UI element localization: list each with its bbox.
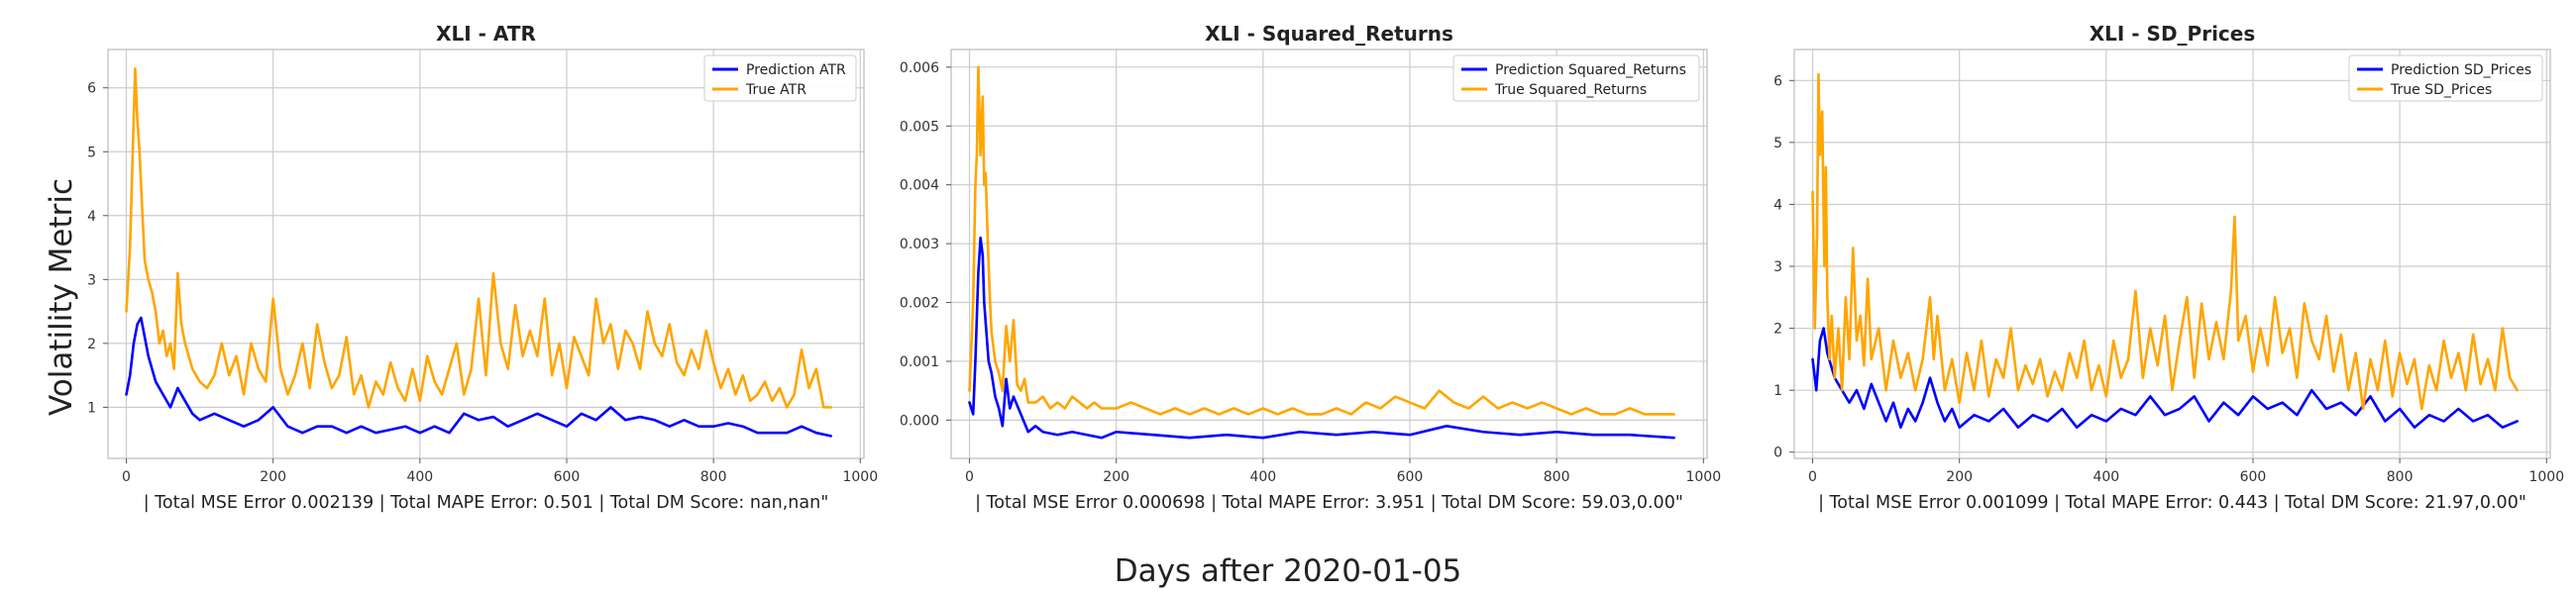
series-atr <box>125 67 832 438</box>
y-tick-label-sd-prices: 5 <box>1773 136 1782 151</box>
true-line-atr <box>125 67 832 409</box>
x-axis-label-squared-returns: | Total MSE Error 0.000698 | Total MAPE … <box>975 493 1683 513</box>
chart-title-squared-returns: XLI - Squared_Returns <box>1205 22 1453 46</box>
series-sd-prices <box>1811 72 2519 430</box>
legend-atr: Prediction ATR True ATR <box>703 54 857 102</box>
figure-x-label: Days after 2020-01-05 <box>1115 553 1462 589</box>
x-tick-label-sd-prices: 400 <box>2093 469 2119 485</box>
y-tick-label-sd-prices: 1 <box>1773 383 1782 399</box>
x-axis-label-atr: | Total MSE Error 0.002139 | Total MAPE … <box>144 493 829 513</box>
y-tick-label-squared-returns: 0.003 <box>900 237 939 252</box>
x-tick-label-sd-prices: 800 <box>2387 469 2414 485</box>
x-axis-label-sd-prices: | Total MSE Error 0.001099 | Total MAPE … <box>1818 493 2526 513</box>
x-tick-label-sd-prices: 200 <box>1946 469 1973 485</box>
legend-box-atr <box>703 54 857 102</box>
legend-sd-prices: Prediction SD_Prices True SD_Prices <box>2348 54 2543 102</box>
axes-frame-atr <box>107 49 865 459</box>
plot-area-sd-prices <box>1794 50 2550 458</box>
y-tick-label-squared-returns: 0.004 <box>900 178 939 194</box>
x-tick-label-squared-returns: 200 <box>1103 469 1129 485</box>
y-tick-label-sd-prices: 2 <box>1773 322 1782 338</box>
x-tick-label-atr: 0 <box>122 469 131 485</box>
series-squared-returns <box>968 65 1675 440</box>
legend-label-prediction-atr: Prediction ATR <box>746 62 846 78</box>
x-tick-label-squared-returns: 800 <box>1544 469 1570 485</box>
ticks-sd-prices: 0 200 400 600 800 1000 0 1 2 3 4 5 6 <box>1773 73 2564 485</box>
legend-box-squared-returns <box>1452 54 1700 102</box>
grid-atr <box>108 50 864 458</box>
x-tick-label-atr: 400 <box>406 469 433 485</box>
y-tick-label-squared-returns: 0.000 <box>900 413 939 429</box>
plot-area-squared-returns <box>951 50 1707 458</box>
y-tick-label-atr: 1 <box>87 400 96 416</box>
x-tick-label-squared-returns: 0 <box>965 469 974 485</box>
y-tick-label-atr: 3 <box>87 272 96 288</box>
true-line-squared-returns <box>968 65 1675 416</box>
ticks-squared-returns: 0 200 400 600 800 1000 0.000 0.001 0.002 0.003 0.0… <box>900 60 1721 485</box>
axes-frame-sd-prices <box>1793 49 2551 459</box>
y-tick-label-squared-returns: 0.005 <box>900 119 939 135</box>
x-tick-label-sd-prices: 600 <box>2240 469 2267 485</box>
y-tick-label-atr: 5 <box>87 145 96 160</box>
y-tick-label-squared-returns: 0.006 <box>900 60 939 76</box>
legend-label-prediction-sd-prices: Prediction SD_Prices <box>2391 62 2531 78</box>
x-tick-label-squared-returns: 600 <box>1397 469 1424 485</box>
prediction-line-squared-returns <box>968 236 1675 440</box>
y-axis-label: Volatility Metric <box>44 178 79 416</box>
true-line-sd-prices <box>1811 72 2519 411</box>
x-tick-label-sd-prices: 0 <box>1808 469 1817 485</box>
chart-title-atr: XLI - ATR <box>436 22 536 46</box>
y-tick-label-atr: 4 <box>87 209 96 225</box>
x-tick-label-atr: 800 <box>700 469 727 485</box>
panel-squared-returns: 0 200 400 600 800 1000 0.000 0.001 0.002 0.003 0.0… <box>900 22 1721 513</box>
y-tick-label-squared-returns: 0.001 <box>900 354 939 370</box>
legend-box-sd-prices <box>2348 54 2543 102</box>
y-tick-label-sd-prices: 0 <box>1773 446 1782 461</box>
x-tick-label-atr: 200 <box>260 469 286 485</box>
legend-label-true-sd-prices: True SD_Prices <box>2390 82 2492 98</box>
chart-title-sd-prices: XLI - SD_Prices <box>2090 22 2256 46</box>
y-tick-label-atr: 2 <box>87 337 96 352</box>
y-tick-label-atr: 6 <box>87 81 96 97</box>
plot-area-atr <box>108 50 864 458</box>
x-tick-label-squared-returns: 400 <box>1249 469 1276 485</box>
x-tick-label-squared-returns: 1000 <box>1685 469 1721 485</box>
legend-label-prediction-squared-returns: Prediction Squared_Returns <box>1495 62 1686 78</box>
y-tick-label-sd-prices: 6 <box>1773 73 1782 89</box>
ticks-atr: 0 200 400 600 800 1000 1 2 3 4 5 6 <box>87 81 878 485</box>
legend-label-true-atr: True ATR <box>745 82 806 98</box>
x-tick-label-atr: 1000 <box>842 469 878 485</box>
legend-squared-returns: Prediction Squared_Returns True Squared_… <box>1452 54 1700 102</box>
y-tick-label-sd-prices: 4 <box>1773 197 1782 213</box>
legend-label-true-squared-returns: True Squared_Returns <box>1494 82 1647 98</box>
axes-frame-squared-returns <box>950 49 1708 459</box>
panel-atr: 0 200 400 600 800 1000 1 2 3 4 5 6 XLI - ATR | Tota… <box>87 22 878 513</box>
prediction-line-atr <box>125 316 832 438</box>
y-tick-label-squared-returns: 0.002 <box>900 296 939 312</box>
x-tick-label-sd-prices: 1000 <box>2528 469 2564 485</box>
x-tick-label-atr: 600 <box>554 469 581 485</box>
panel-sd-prices: 0 200 400 600 800 1000 0 1 2 3 4 5 6 XLI - SD_Prices… <box>1773 22 2564 513</box>
prediction-line-sd-prices <box>1811 327 2519 430</box>
y-tick-label-sd-prices: 3 <box>1773 259 1782 275</box>
